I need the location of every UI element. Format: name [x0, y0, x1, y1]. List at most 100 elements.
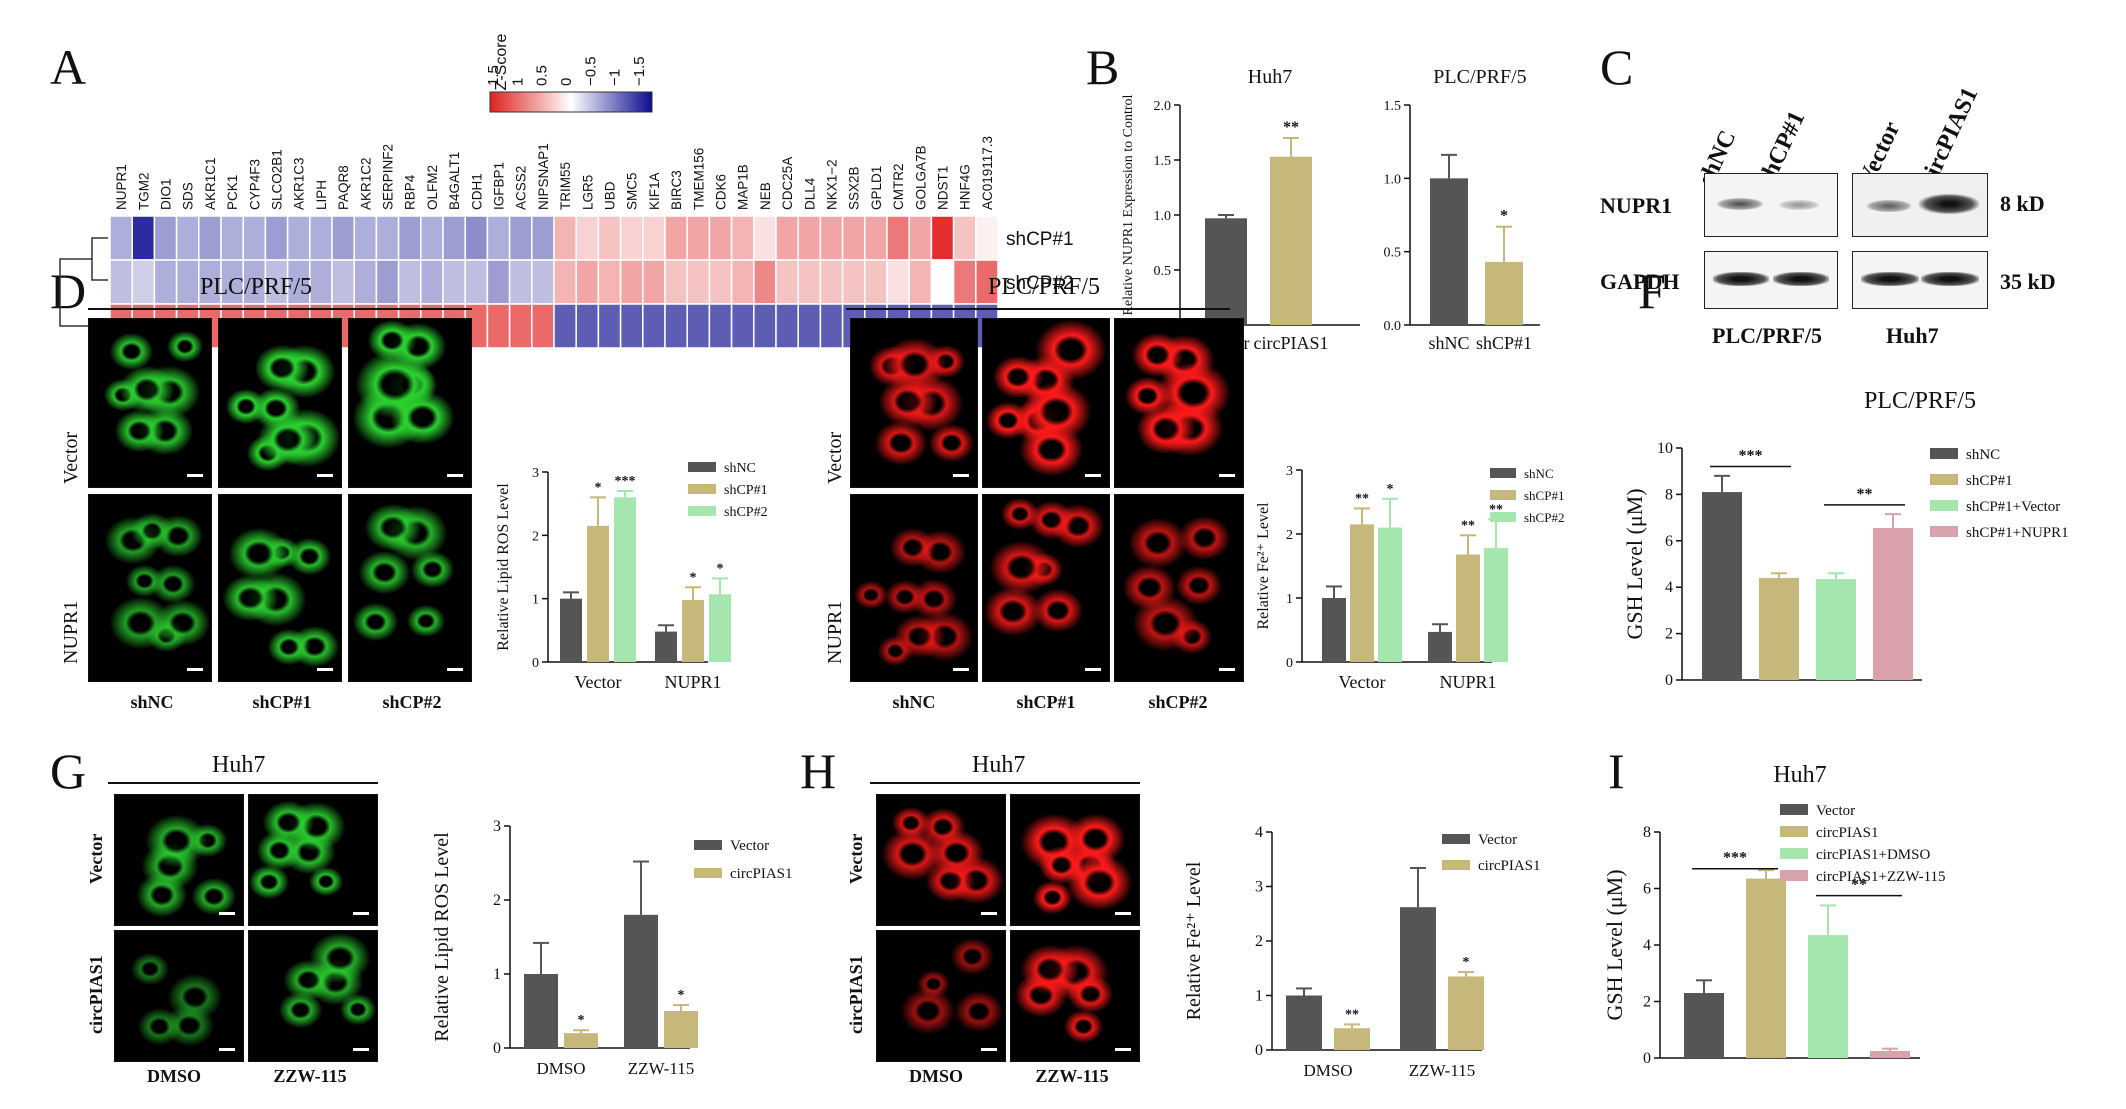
y-tick-label: 1: [493, 966, 501, 983]
panel-e-row-vector: Vector: [824, 431, 846, 484]
wb-blot-gapdh-right: [1852, 251, 1988, 309]
heatmap-color-scale: [489, 91, 653, 113]
micrograph: [982, 494, 1110, 682]
scale-bar: [187, 474, 203, 477]
x-tick-label: NUPR1: [664, 672, 721, 692]
heatmap-cell: [819, 303, 844, 349]
significance-stars: *: [717, 561, 724, 576]
gene-label: OLFM2: [425, 165, 440, 210]
heatmap-cell: [486, 303, 511, 349]
cell-blob: [284, 959, 333, 1001]
cell-blob: [1068, 975, 1114, 1014]
heatmap-cell: [153, 215, 178, 261]
gene-label: SSX2B: [847, 166, 862, 210]
cell-blob: [853, 580, 888, 610]
heatmap-cell: [753, 215, 777, 261]
gene-label: CYP4F3: [247, 159, 262, 210]
legend-tick: −1: [607, 69, 624, 86]
legend-label: shCP#1: [724, 483, 768, 498]
bar: [1702, 492, 1742, 680]
panel-letter-g: G: [50, 743, 87, 799]
heatmap-cell: [819, 259, 844, 305]
micrograph: [348, 318, 472, 488]
wb-band: [1919, 194, 1979, 214]
heatmap-cell: [353, 259, 378, 305]
cell-blob: [1175, 565, 1222, 605]
heatmap-cell: [686, 259, 711, 305]
y-tick-label: 2: [1255, 933, 1263, 950]
heatmap-cell: [486, 215, 511, 261]
wb-band: [1779, 200, 1819, 210]
cell-blob: [115, 409, 165, 452]
heatmap-cell: [597, 259, 622, 305]
heatmap-cell: [331, 259, 355, 305]
cell-blob: [410, 551, 454, 588]
cell-blob: [1136, 404, 1195, 454]
heatmap-cell: [730, 303, 755, 349]
bar: [1286, 995, 1322, 1050]
panel-letter-d: D: [50, 263, 87, 319]
y-axis-label: GSH Level (μM): [1622, 488, 1647, 639]
chart-title: Huh7: [1248, 66, 1292, 88]
heatmap-cell: [553, 303, 577, 349]
x-tick-label: DMSO: [536, 1059, 585, 1078]
chart-title: PLC/PRF/5: [1433, 66, 1526, 88]
panel-e-col-shnc: shNC: [892, 692, 936, 712]
heatmap-cell: [930, 259, 955, 305]
scale-bar: [447, 668, 463, 671]
cell-blob: [984, 587, 1042, 637]
y-tick-label: 1: [1255, 988, 1263, 1005]
cell-blob: [137, 1008, 181, 1045]
heatmap-cell: [841, 259, 866, 305]
micrograph: [114, 930, 244, 1062]
y-tick-label: 1.5: [1154, 154, 1172, 169]
legend-swatch: [1930, 500, 1958, 511]
heatmap-cell: [486, 259, 511, 305]
legend-swatch: [1490, 490, 1516, 500]
legend-tick: 1: [509, 78, 526, 86]
y-tick-label: 3: [1255, 879, 1263, 896]
bar: [1759, 577, 1799, 680]
heatmap-cell: [708, 215, 733, 261]
heatmap-cell: [664, 259, 688, 305]
legend-swatch: [1780, 848, 1808, 859]
heatmap-cell: [420, 215, 444, 261]
heatmap-cell: [109, 259, 133, 305]
panel-g-title-rule: [108, 782, 378, 784]
heatmap-cell: [619, 215, 644, 261]
y-tick-label: 3: [532, 466, 539, 481]
heatmap-cell: [242, 215, 267, 261]
heatmap-cell: [908, 259, 933, 305]
panel-h-chart: Relative Fe²⁺ Level 0 1 2 3 4 ** DMSO * ZZW-115 Ve…: [1183, 824, 1541, 1080]
gene-label: NIPSNAP1: [536, 143, 551, 210]
gene-label: AC019117.3: [980, 136, 995, 210]
bar: [1448, 976, 1484, 1050]
heatmap-cell: [864, 215, 888, 261]
wb-cellline-huh7: Huh7: [1886, 323, 1939, 348]
legend-label: shCP#1: [1966, 473, 2013, 489]
bar: [1873, 528, 1913, 680]
cell-blob: [891, 807, 930, 840]
heatmap-figure: Z-Score 1.5 1 0.5 0 −0.5 −1 −1.5 NUPR1 TGM2 DIO1…: [59, 33, 1074, 349]
scale-bar: [353, 912, 369, 915]
y-tick-label: 4: [1665, 579, 1673, 596]
cell-blob: [882, 337, 946, 392]
y-tick-label: 0: [1665, 672, 1673, 689]
heatmap-cell: [753, 303, 777, 349]
scale-bar: [1085, 668, 1101, 671]
y-tick-label: 10: [1657, 440, 1673, 457]
significance-stars: **: [1857, 486, 1873, 503]
x-tick-label: DMSO: [1303, 1061, 1352, 1080]
cell-blob: [954, 990, 1003, 1032]
micrograph: [876, 930, 1006, 1062]
panel-d-col-shcp2: shCP#2: [382, 692, 442, 712]
wb-row-nupr1: NUPR1: [1600, 193, 1673, 218]
gene-label: TGM2: [136, 172, 151, 210]
micrograph: [218, 494, 342, 682]
gene-label: LGR5: [580, 175, 595, 210]
cell-blob: [223, 574, 278, 622]
x-tick-label: shNC: [1428, 333, 1469, 353]
heatmap-cell: [952, 259, 977, 305]
gene-label: DLL4: [802, 177, 817, 210]
chart-title: PLC/PRF/5: [1864, 388, 1976, 414]
